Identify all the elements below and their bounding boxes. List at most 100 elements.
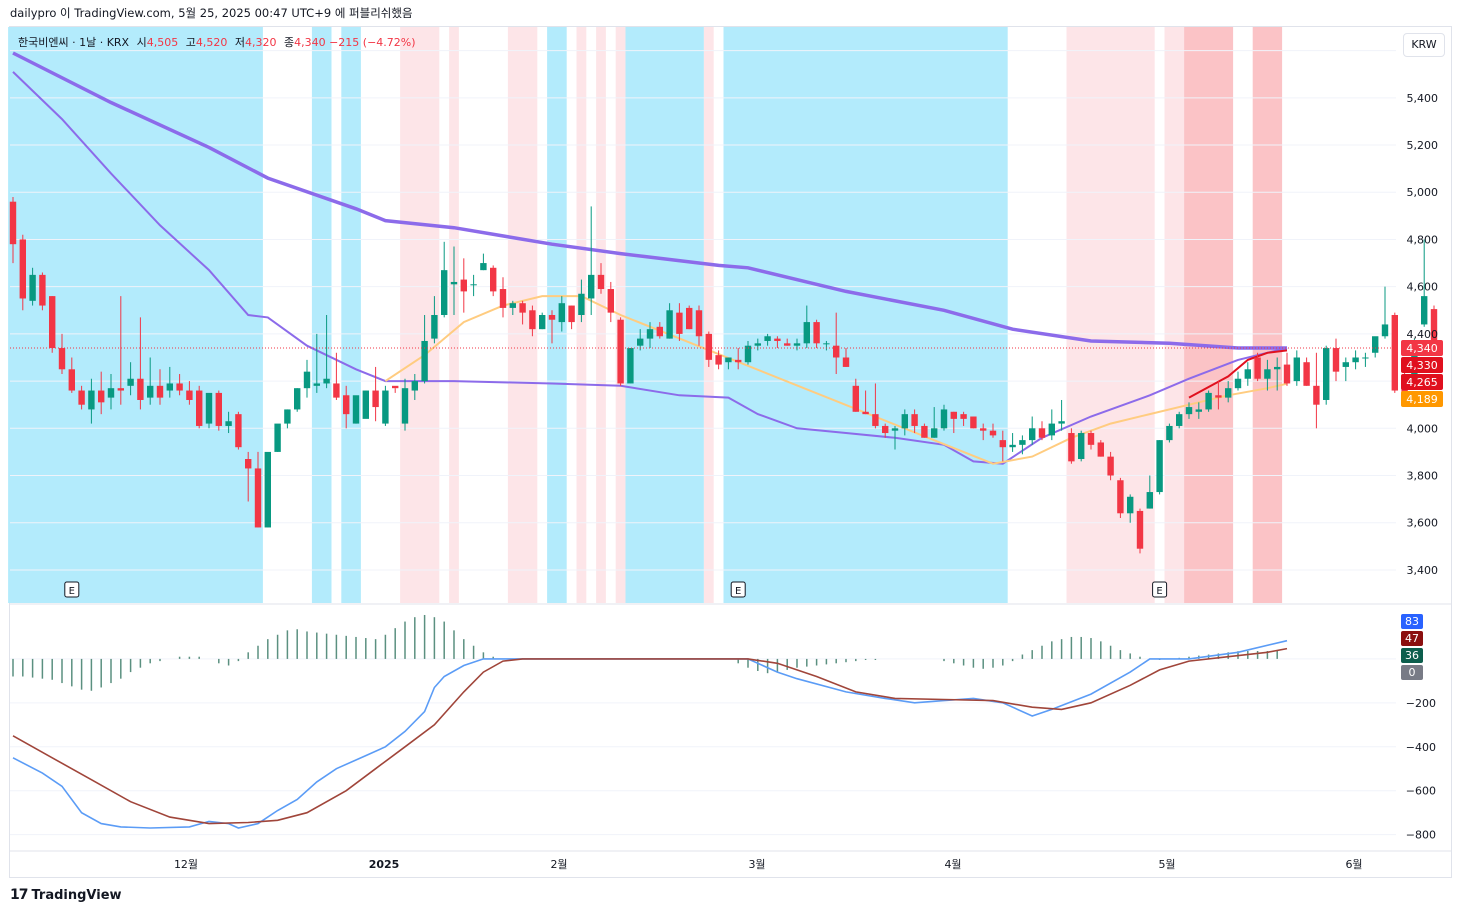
background-band [311,27,332,603]
candle-body [186,390,193,400]
candle-body [1342,362,1349,367]
osc-label-text: 83 [1405,615,1419,628]
candle-body [431,315,438,339]
candle-body [666,310,673,339]
osc-slow-line [12,647,1288,825]
price-tick-label: 5,000 [1407,186,1439,199]
osc-fast-line [12,639,1288,829]
candle-body [980,428,987,431]
candle-body [117,388,124,391]
candle [1205,390,1212,412]
earnings-marker-box [1152,581,1168,598]
price-tick-label: 3,400 [1407,564,1439,577]
candle-body [127,378,134,386]
osc-label-box [1401,648,1423,663]
candle-body [607,289,614,313]
ma-long-line [12,51,1287,350]
candle [156,369,164,405]
candle-body [147,385,154,398]
candle [1058,399,1065,431]
candle-body [490,267,497,292]
candle-body [882,425,889,434]
candle [519,300,526,325]
candle [1225,381,1232,403]
price-tick-label: 4,600 [1407,281,1439,294]
osc-label-text: 47 [1405,632,1419,645]
candle [548,310,556,344]
candle-body [705,333,712,360]
candle [1107,451,1114,481]
candle-body [1029,428,1036,441]
candle-body [646,329,654,339]
candle [323,315,330,389]
candle-body [303,371,311,389]
candle-body [1195,409,1202,412]
candle [872,383,879,429]
candle-body [156,385,164,398]
candle-body [754,343,761,346]
earnings-marker-label: E [1156,586,1162,597]
candle [627,348,634,384]
candle-body [774,338,781,341]
background-band [1252,27,1283,603]
time-tick-label: 6월 [1345,858,1362,871]
candle-body [1205,392,1212,410]
low-value: 4,320 [244,36,277,49]
candle [646,322,654,349]
candle-body [558,303,565,323]
candle-body [578,293,585,315]
candle-body [372,390,379,408]
candle [774,336,781,349]
candle-body [1185,407,1193,415]
candle [1136,508,1144,554]
candle [205,392,213,429]
candle-body [784,343,791,346]
symbol-label[interactable]: 한국비엔씨 · 1날 · KRX [18,36,130,49]
candle-body [960,414,967,419]
publish-info: dailypro 이 TradingView.com, 5월 25, 2025 … [10,6,413,20]
candle-body [411,381,418,391]
candle-body [686,307,693,330]
candle-body [245,459,252,469]
candle-body [813,322,820,344]
candle-body [29,274,36,301]
currency-button[interactable]: KRW [1403,33,1445,57]
background-band [1164,27,1185,603]
candle [1156,440,1163,495]
candle [1019,435,1026,455]
candle [333,352,340,400]
candle [401,378,409,431]
candle [970,416,977,429]
candle-body [1283,364,1291,384]
candle-body [421,340,428,382]
footer-brand: 𝟭𝟳 TradingView [10,887,122,903]
candle-body [901,414,908,429]
candle-body [470,284,477,286]
osc-label-box [1401,614,1423,629]
candle-body [1323,348,1330,400]
candle-body [254,468,262,528]
candle [303,359,311,398]
osc-label-text: 0 [1409,666,1416,679]
osc-tick-label: −200 [1406,697,1436,710]
candle-body [999,440,1006,448]
candle-body [284,409,291,424]
candle-body [1127,496,1134,514]
candle-body [1303,362,1310,386]
low-label: 저 [234,36,245,49]
price-label-box [1401,340,1443,357]
candle-body [382,390,389,424]
candle-body [568,305,575,323]
ma-red-line [1188,349,1288,399]
osc-label-text: 36 [1405,649,1419,662]
candle [176,374,183,396]
candle [470,274,477,297]
candle-body [833,345,840,358]
candle-body [1362,357,1369,359]
candle [254,451,262,528]
candle-body [715,355,722,365]
high-value: 4,520 [195,36,228,49]
candle [1234,371,1242,391]
candle-body [205,392,213,424]
